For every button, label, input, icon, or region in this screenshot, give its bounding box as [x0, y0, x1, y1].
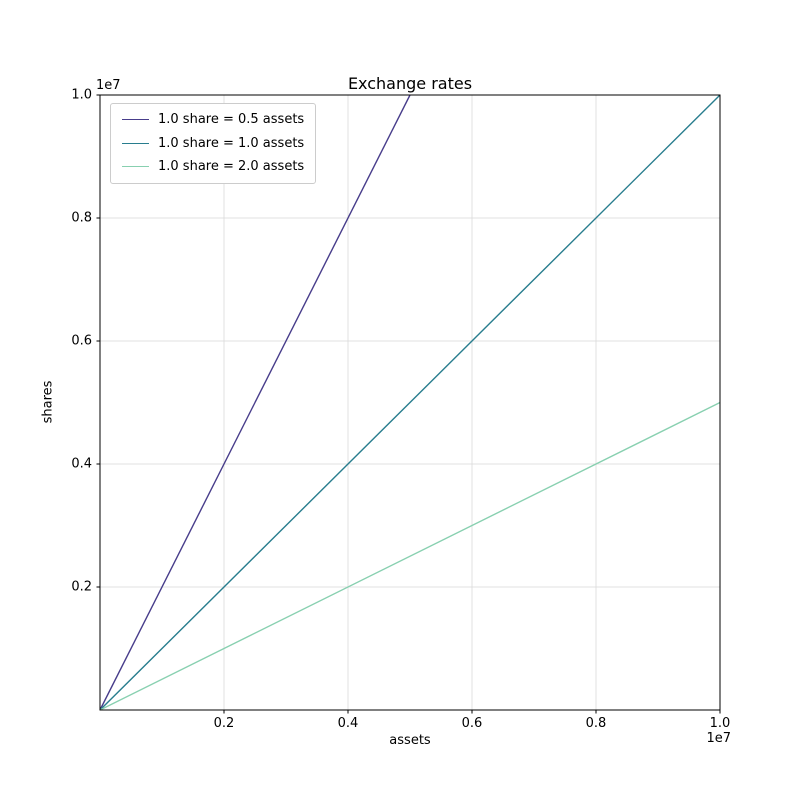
legend: 1.0 share = 0.5 assets 1.0 share = 1.0 as… — [110, 103, 317, 184]
x-axis-label: assets — [389, 733, 431, 748]
legend-line-sample — [122, 119, 149, 121]
legend-line-sample — [122, 166, 149, 168]
axes-box — [99, 94, 721, 711]
y-axis-label: shares — [40, 380, 56, 424]
legend-label: 1.0 share = 2.0 assets — [158, 159, 305, 175]
y-axis-offset-label: 1e7 — [96, 78, 121, 93]
legend-item: 1.0 share = 2.0 assets — [122, 159, 304, 175]
x-axis-offset-label: 1e7 — [706, 731, 731, 746]
chart-title: Exchange rates — [347, 74, 473, 93]
legend-item: 1.0 share = 1.0 assets — [122, 136, 304, 152]
legend-label: 1.0 share = 0.5 assets — [158, 112, 305, 127]
series-line — [99, 401, 721, 711]
series-line — [99, 94, 721, 711]
series-line — [99, 94, 411, 711]
legend-item: 1.0 share = 0.5 assets — [122, 112, 304, 128]
legend-line-sample — [122, 142, 149, 144]
legend-label: 1.0 share = 1.0 assets — [158, 135, 305, 151]
